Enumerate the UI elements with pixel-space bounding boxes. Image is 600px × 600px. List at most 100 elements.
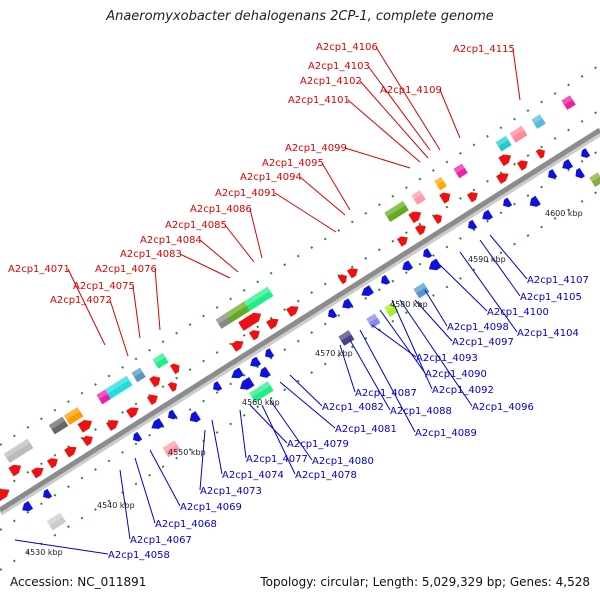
reverse-gene: [151, 418, 164, 429]
tick-label: 4540 kbp: [97, 501, 135, 510]
callout-line: [344, 147, 411, 169]
callout-line: [489, 234, 528, 280]
tick-label: 4560 kbp: [242, 398, 280, 407]
map-title: Anaeromyxobacter dehalogenans 2CP-1, com…: [106, 9, 494, 24]
callout-line: [424, 289, 448, 327]
callout-line: [289, 374, 323, 407]
callout-line: [14, 539, 109, 555]
callout-line: [239, 409, 247, 459]
reverse-gene: [575, 167, 585, 179]
reverse-gene-label: A2cp1_4089: [415, 428, 477, 439]
genome-backbone: [0, 127, 600, 513]
forward-gene-label: A2cp1_4106: [316, 42, 378, 53]
reverse-gene: [428, 258, 442, 271]
reverse-gene: [482, 209, 494, 221]
callout-line: [299, 176, 346, 216]
forward-gene: [167, 382, 177, 392]
reverse-gene: [381, 274, 391, 285]
tick-label: 4550 kbp: [168, 448, 206, 457]
feature-box: [509, 125, 528, 143]
reverse-gene-label: A2cp1_4087: [355, 388, 417, 399]
callout-line: [347, 99, 421, 163]
callout-line: [359, 80, 429, 159]
callout-line: [119, 469, 131, 540]
forward-gene: [432, 214, 442, 224]
reverse-gene: [133, 431, 143, 442]
reverse-gene: [265, 348, 275, 359]
forward-gene-label: A2cp1_4095: [262, 158, 324, 169]
reverse-gene-label: A2cp1_4088: [390, 406, 452, 417]
callout-line: [67, 268, 106, 346]
forward-gene: [266, 318, 279, 330]
callout-line: [459, 251, 518, 333]
reverse-gene-label: A2cp1_4081: [335, 424, 397, 435]
inner-guide-low: [0, 189, 600, 571]
forward-gene: [466, 192, 478, 203]
forward-gene: [337, 274, 347, 285]
feature-box: [46, 512, 67, 531]
callout-line: [261, 404, 296, 475]
reverse-gene: [328, 308, 338, 319]
feature-box: [384, 200, 409, 223]
forward-gene: [0, 489, 10, 502]
feature-box: [561, 95, 576, 110]
forward-gene: [77, 419, 93, 433]
reverse-gene: [43, 488, 53, 499]
reverse-gene: [503, 197, 513, 208]
callout-line: [512, 48, 521, 101]
reverse-gene: [342, 298, 354, 309]
feature-box: [589, 172, 600, 188]
callout-line: [179, 253, 231, 279]
reverse-gene-label: A2cp1_4077: [246, 454, 308, 465]
reverse-gene: [361, 285, 374, 297]
reverse-gene: [548, 169, 558, 179]
feature-box: [434, 176, 447, 191]
feature-box: [249, 381, 274, 403]
forward-gene: [414, 224, 426, 236]
forward-gene: [146, 394, 158, 405]
forward-gene-label: A2cp1_4086: [190, 204, 252, 215]
tick-label: 4570 kbp: [315, 349, 353, 358]
feature-box: [413, 282, 430, 299]
feature-box: [531, 114, 546, 129]
outer-guide-top: [0, 64, 600, 446]
callout-line: [439, 89, 461, 139]
feature-box: [63, 407, 84, 425]
reverse-gene-label: A2cp1_4078: [295, 470, 357, 481]
reverse-gene: [239, 377, 255, 390]
forward-gene: [46, 458, 58, 469]
forward-gene-label: A2cp1_4103: [308, 61, 370, 72]
callout-line: [199, 239, 239, 273]
callout-line: [359, 329, 416, 433]
reverse-gene-label: A2cp1_4105: [520, 292, 582, 303]
callout-line: [224, 224, 255, 263]
forward-gene-label: A2cp1_4099: [285, 143, 347, 154]
reverse-gene-label: A2cp1_4082: [322, 402, 384, 413]
reverse-gene-label: A2cp1_4090: [425, 369, 487, 380]
reverse-gene-label: A2cp1_4104: [517, 328, 579, 339]
reverse-gene-label: A2cp1_4058: [108, 550, 170, 561]
callout-line: [479, 239, 521, 297]
topology-summary: Topology: circular; Length: 5,029,329 bp…: [260, 575, 590, 589]
forward-gene: [170, 363, 180, 375]
callout-line: [375, 46, 441, 151]
reverse-gene: [529, 195, 541, 207]
accession-text: Accession: NC_011891: [10, 575, 147, 589]
reverse-gene: [402, 260, 414, 271]
reverse-gene-label: A2cp1_4098: [447, 322, 509, 333]
callout-line: [249, 404, 288, 444]
feature-box: [411, 190, 426, 205]
forward-gene: [81, 435, 93, 447]
callout-line: [339, 344, 356, 393]
reverse-gene-label: A2cp1_4093: [416, 353, 478, 364]
forward-gene: [149, 376, 161, 388]
feature-box: [152, 353, 169, 369]
reverse-gene-label: A2cp1_4067: [130, 535, 192, 546]
reverse-gene: [189, 411, 201, 423]
callout-line: [391, 299, 433, 390]
feature-box: [215, 313, 232, 329]
feature-box: [96, 389, 111, 405]
forward-gene: [286, 306, 299, 317]
callout-line: [211, 419, 223, 475]
forward-gene-label: A2cp1_4085: [165, 220, 227, 231]
